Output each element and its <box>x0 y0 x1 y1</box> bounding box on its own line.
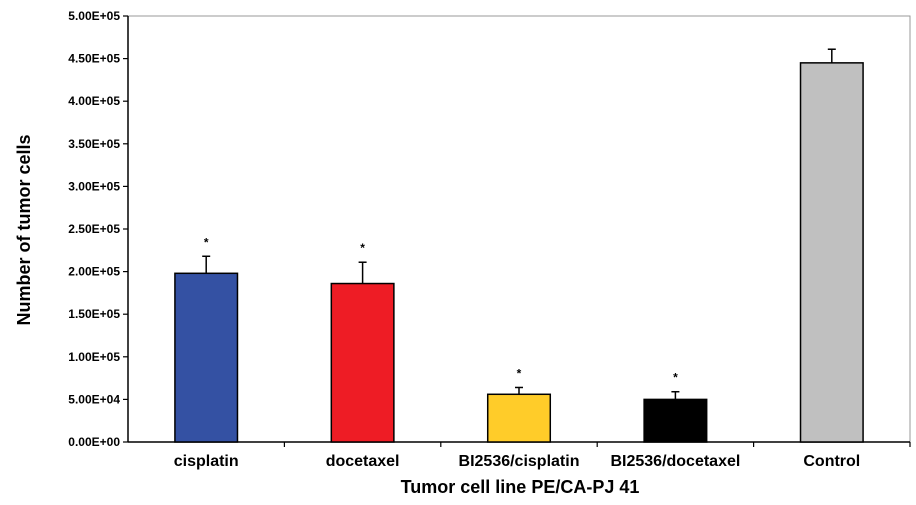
bars: * * * * <box>174 48 864 443</box>
y-tick-label: 1.50E+05 <box>68 307 120 321</box>
bar-docetaxel <box>330 282 395 443</box>
x-category-label: BI2536/docetaxel <box>610 453 740 470</box>
significance-marker: * <box>673 371 678 385</box>
bar-bi2536-docetaxel <box>643 398 708 443</box>
y-tick-label: 2.00E+05 <box>68 265 120 279</box>
significance-marker: * <box>360 241 365 255</box>
x-category-label: cisplatin <box>174 453 239 470</box>
y-tick-label: 2.50E+05 <box>68 222 120 236</box>
bar-control <box>799 62 864 443</box>
y-tick-label: 0.00E+00 <box>68 435 120 449</box>
y-axis: 0.00E+00 5.00E+04 1.00E+05 1.50E+05 2.00E+05… <box>68 9 128 449</box>
x-axis-title: Tumor cell line PE/CA-PJ 41 <box>401 477 640 497</box>
bar-cisplatin <box>174 272 239 443</box>
x-category-label: docetaxel <box>326 453 400 470</box>
y-tick-label: 1.00E+05 <box>68 350 120 364</box>
y-tick-label: 5.00E+04 <box>68 392 120 406</box>
y-axis-title: Number of tumor cells <box>14 134 34 325</box>
y-tick-label: 3.50E+05 <box>68 137 120 151</box>
x-category-label: Control <box>803 453 860 470</box>
y-tick-label: 5.00E+05 <box>68 9 120 23</box>
y-tick-label: 3.00E+05 <box>68 179 120 193</box>
bar-bi2536-cisplatin <box>486 393 552 443</box>
y-tick-label: 4.00E+05 <box>68 94 120 108</box>
x-axis: cisplatin docetaxel BI2536/cisplatin BI2536… <box>174 442 911 470</box>
significance-marker: * <box>204 235 209 249</box>
y-tick-label: 4.50E+05 <box>68 52 120 66</box>
x-category-label: BI2536/cisplatin <box>459 453 580 470</box>
significance-marker: * <box>517 366 522 380</box>
